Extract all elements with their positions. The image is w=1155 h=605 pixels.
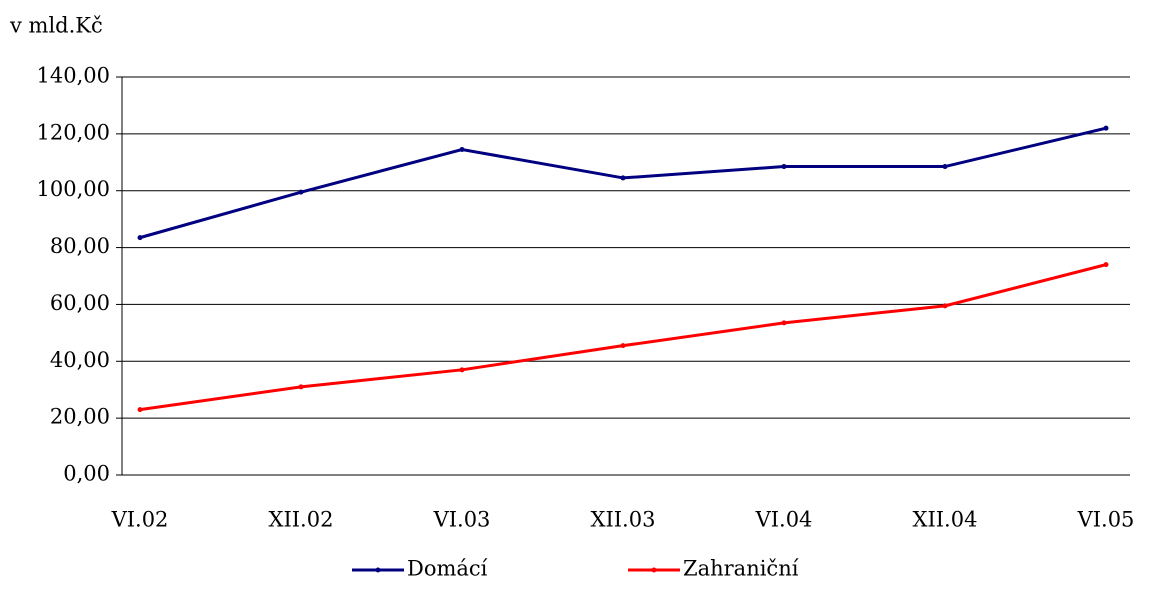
y-tick-label: 100,00 bbox=[37, 177, 110, 201]
y-tick-label: 80,00 bbox=[50, 234, 110, 258]
y-tick-label: 20,00 bbox=[50, 405, 110, 429]
y-axis-label: v mld.Kč bbox=[9, 14, 103, 38]
x-tick-label: VI.04 bbox=[755, 508, 813, 532]
legend-label: Domácí bbox=[407, 557, 488, 581]
point bbox=[137, 235, 143, 241]
point bbox=[137, 407, 143, 413]
line-series bbox=[139, 126, 1107, 240]
line-series bbox=[139, 263, 1107, 412]
x-tick-label: VI.03 bbox=[433, 508, 491, 532]
point bbox=[1103, 125, 1109, 131]
point bbox=[298, 384, 304, 390]
legend-label: Zahraniční bbox=[683, 557, 799, 581]
legend-marker bbox=[651, 567, 657, 573]
y-tick-label: 60,00 bbox=[50, 291, 110, 315]
y-tick-label: 0,00 bbox=[63, 462, 110, 486]
point bbox=[942, 303, 948, 309]
x-tick-label: VI.05 bbox=[1077, 508, 1135, 532]
x-tick-label: XII.04 bbox=[913, 508, 978, 532]
y-tick-label: 120,00 bbox=[37, 120, 110, 144]
x-tick-label: VI.02 bbox=[111, 508, 169, 532]
point bbox=[1103, 262, 1109, 268]
y-tick-label: 40,00 bbox=[50, 348, 110, 372]
point bbox=[781, 164, 787, 170]
point bbox=[620, 175, 626, 181]
point bbox=[459, 146, 465, 152]
point bbox=[781, 320, 787, 326]
y-tick-label: 140,00 bbox=[37, 64, 110, 88]
x-tick-label: XII.02 bbox=[269, 508, 334, 532]
point bbox=[298, 189, 304, 195]
point bbox=[620, 343, 626, 349]
x-tick-label: XII.03 bbox=[591, 508, 656, 532]
point bbox=[459, 367, 465, 373]
legend-marker bbox=[375, 567, 381, 573]
point bbox=[942, 164, 948, 170]
